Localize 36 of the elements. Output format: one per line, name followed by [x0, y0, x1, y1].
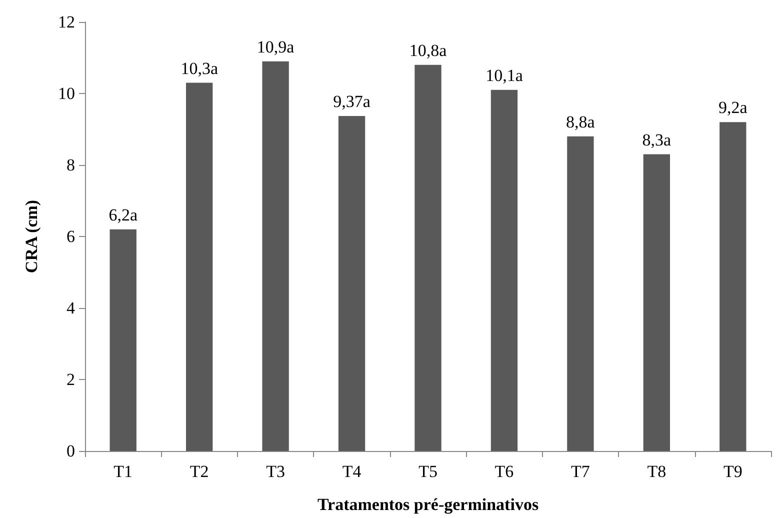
- x-tick-label: T2: [190, 462, 209, 481]
- bar: [490, 90, 518, 451]
- x-tick-label: T7: [571, 462, 590, 481]
- y-tick-label: 8: [66, 156, 75, 174]
- x-tick-label: T3: [266, 462, 285, 481]
- x-tick-label: T4: [342, 462, 362, 481]
- data-label: 6,2a: [108, 205, 138, 224]
- y-tick-label: 12: [58, 12, 75, 32]
- data-label: 10,1a: [486, 66, 524, 85]
- bar: [720, 122, 746, 451]
- data-label: 10,8a: [409, 40, 448, 60]
- bar: [338, 116, 366, 451]
- y-tick-label: 10: [58, 84, 75, 103]
- bar: [110, 229, 136, 451]
- bar: [414, 64, 442, 451]
- x-tick-label: T9: [723, 462, 742, 481]
- x-tick-label: T1: [114, 462, 133, 481]
- data-label: 8,8a: [566, 112, 596, 132]
- y-tick-label: 0: [66, 442, 75, 460]
- x-tick-label: T5: [418, 462, 438, 481]
- y-axis-title: CRA (cm): [22, 200, 41, 274]
- y-tick-label: 6: [66, 227, 75, 246]
- bar: [262, 61, 289, 451]
- x-tick-label: T6: [494, 462, 514, 481]
- y-tick-label: 2: [66, 370, 75, 389]
- x-tick-label: T8: [647, 462, 666, 481]
- bar: [643, 154, 670, 451]
- data-label: 9,2a: [718, 98, 748, 118]
- data-label: 8,3a: [642, 130, 672, 150]
- data-label: 10,9a: [256, 37, 295, 56]
- x-axis-title: Tratamentos pré-germinativos: [317, 495, 539, 514]
- data-label: 10,3a: [180, 58, 218, 78]
- bar: [186, 82, 213, 451]
- bar: [567, 136, 594, 451]
- data-label: 9,37a: [333, 92, 371, 112]
- y-tick-label: 4: [66, 298, 76, 318]
